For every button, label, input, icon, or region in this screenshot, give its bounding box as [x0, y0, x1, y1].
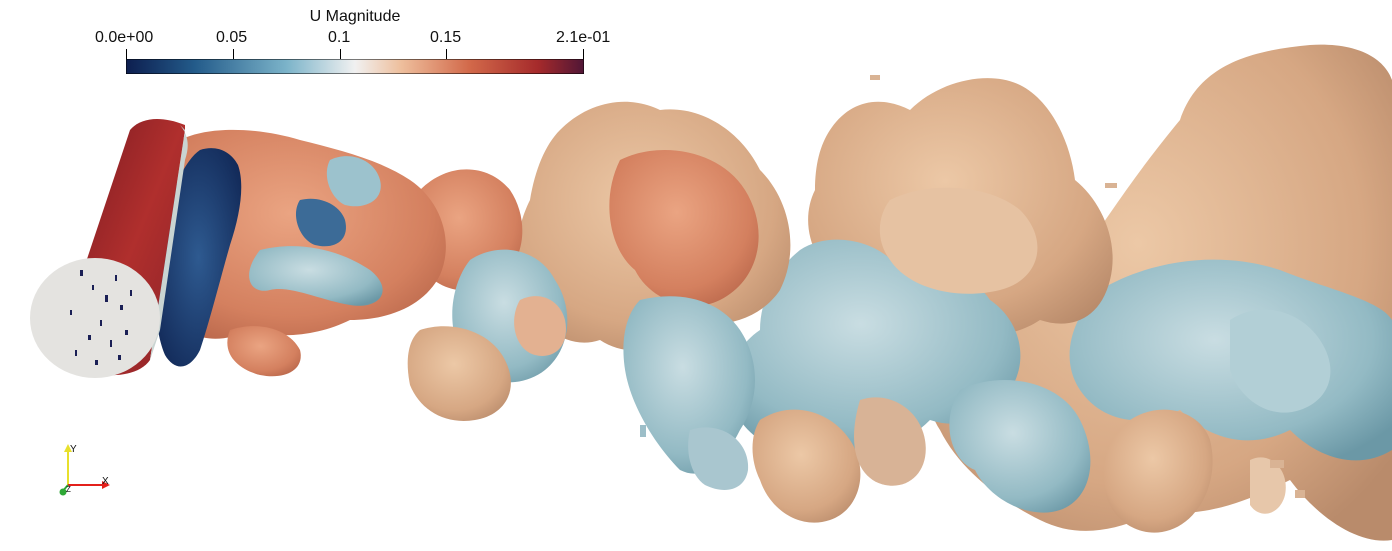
z-axis-label: Z [66, 485, 71, 494]
legend-tick-label: 0.0e+00 [95, 29, 154, 46]
legend-tick-label: 0.1 [328, 29, 351, 46]
legend-title: U Magnitude [309, 8, 401, 25]
legend-tick-mark [446, 49, 447, 59]
vortex-isosurface-mid [729, 78, 1113, 523]
cylinder [30, 118, 188, 378]
legend-tick-mark [233, 49, 234, 59]
cylinder-end-cap [30, 258, 160, 378]
legend-tick-mark [583, 49, 584, 59]
legend-tick-label: 0.05 [216, 29, 248, 46]
legend-tick-label: 2.1e-01 [556, 29, 611, 46]
legend-tick-mark [340, 49, 341, 59]
x-axis-label: X [102, 476, 109, 487]
legend-colorbar[interactable] [126, 59, 584, 74]
legend-tick-mark [126, 49, 127, 59]
wake-turbulence-near-cylinder [155, 129, 446, 377]
y-axis-label: Y [70, 444, 77, 455]
debris-flecks [640, 75, 1305, 498]
vortex-isosurface-near [406, 101, 791, 490]
orientation-axes: Y X Z [59, 444, 110, 496]
legend-tick-label: 0.15 [430, 29, 462, 46]
